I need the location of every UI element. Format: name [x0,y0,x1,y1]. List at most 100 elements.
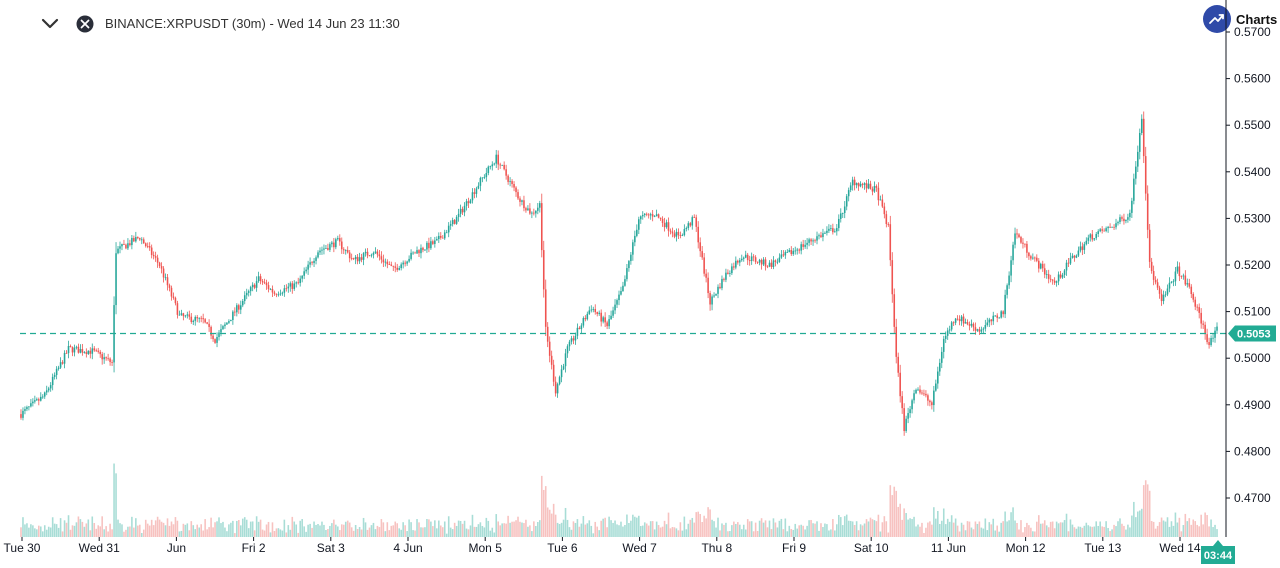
volume-bar [139,524,141,537]
candle-body [1016,233,1018,235]
candle-body [937,371,939,384]
volume-bar [101,516,103,537]
volume-bar [331,523,333,537]
volume-bar [1051,521,1054,537]
candle-body [465,201,468,206]
volume-bar [1129,527,1131,537]
volume-bar [659,527,662,537]
candle-body [1133,178,1135,201]
volume-bar [348,522,351,537]
candle-body [839,213,842,219]
volume-bar [1083,525,1086,537]
candle-body [59,362,62,368]
volume-bar [523,523,525,537]
time-axis[interactable]: Tue 30 Wed 31 Jun Fri 2 Sat 3 4 Jun Mon 5 Tue 6… [4,537,1201,555]
volume-bar [261,529,264,537]
candle-body [222,326,224,330]
volume-bar [540,475,543,537]
volume-bar [226,531,228,537]
volume-bar [996,525,999,537]
volume-bar [1002,521,1004,537]
candle-body [938,362,941,372]
volume-bar [760,518,763,537]
candle-body [881,199,884,207]
candle-body [247,291,250,293]
candle-body [1020,237,1022,243]
volume-bar [891,495,894,537]
candle-body [950,322,953,330]
candle-body [85,352,88,354]
volume-bar [921,522,923,537]
candle-body [723,278,725,280]
volume-bar [958,531,961,537]
candle-body [701,251,703,258]
candle-body [933,390,935,406]
candles [20,111,1218,436]
candle-body [51,376,54,386]
volume-bar [479,522,482,537]
candle-body [273,292,276,294]
candle-body [731,266,733,274]
candle-body [1032,257,1034,259]
volume-bar [26,523,28,537]
volume-bar [1008,520,1010,537]
volume-bar [733,521,735,537]
volume-bar [360,529,363,537]
volume-bar [568,527,571,537]
candle-body [638,219,640,230]
candle-body [891,260,894,295]
candle-body [41,396,44,398]
volume-bar [531,531,533,537]
volume-bar [232,520,234,537]
candle-body [754,257,757,262]
volume-bar [729,531,731,537]
candle-body [602,317,604,322]
volume-bar [503,523,505,537]
volume-bar [436,528,438,537]
volume-bar [404,525,406,537]
candle-body [568,341,571,347]
volume-bar [960,522,963,537]
candle-body [814,240,816,242]
candle-body [1000,311,1002,318]
volume-bar [43,525,46,537]
volume-bar [556,522,559,537]
volume-bar [667,512,670,537]
candle-body [653,216,656,217]
candle-body [416,250,418,254]
volume-bar [301,519,303,537]
candle-body [121,244,123,247]
volume-bar [919,526,921,537]
candle-body [604,317,606,323]
candle-body [544,289,547,327]
volume-bar [196,524,199,537]
candle-body [146,246,149,247]
candle-body [109,358,111,363]
volume-bar [968,521,971,537]
volume-bar [598,530,600,537]
volume-bar [657,525,660,537]
candle-body [976,329,979,331]
volume-bar [222,521,224,537]
candle-body [279,293,282,295]
volume-bar [24,524,26,537]
candle-body [1071,255,1074,258]
candle-body [499,164,501,166]
chevron-down-icon[interactable] [40,14,60,34]
volume-bar [566,519,569,537]
candle-body [705,273,707,278]
volume-bar [1160,517,1163,537]
volume-bar [863,523,866,537]
close-circle-icon[interactable] [76,15,94,33]
candle-body [1036,257,1038,261]
candle-body [1172,281,1175,283]
volume-bar [208,527,210,537]
volume-bar [469,525,472,537]
candle-body [1140,118,1143,133]
volume-bar [1119,518,1121,537]
candle-body [523,200,525,209]
price-axis[interactable]: 0.5700 0.5600 0.5500 0.5400 0.5300 0.5200 0.51… [1226,25,1271,505]
candle-body [1026,243,1028,253]
volume-bar [974,521,977,537]
